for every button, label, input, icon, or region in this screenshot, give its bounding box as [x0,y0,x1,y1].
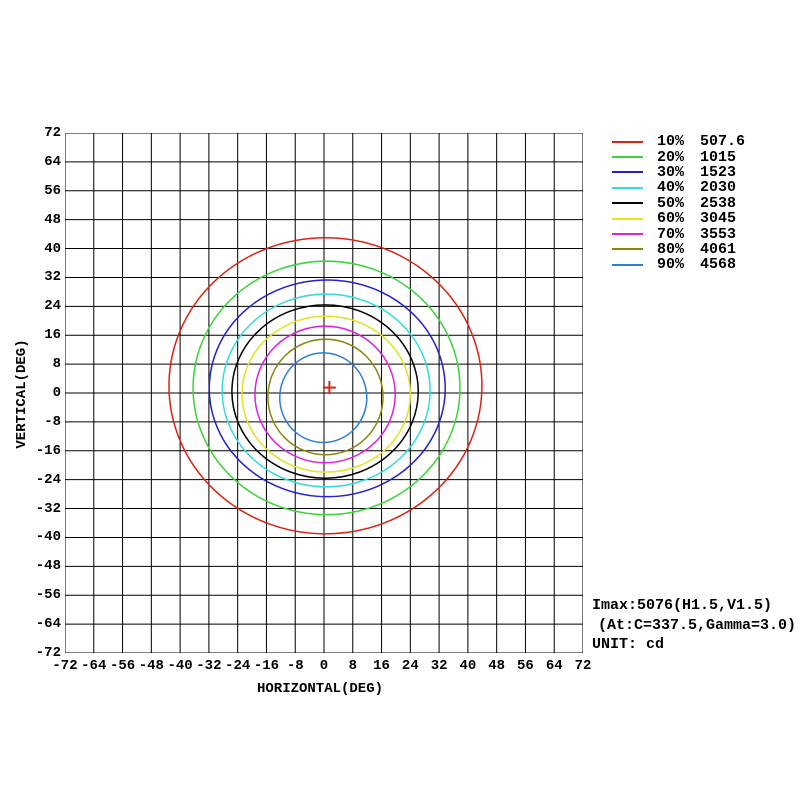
legend-item-60%: 60% 3045 [612,210,745,228]
legend-value-label: 1523 [700,163,737,181]
x-tick-label: -40 [167,658,193,674]
center-marker [322,381,336,395]
legend-percent-label: 80% [657,240,685,258]
legend-value-label: 3045 [700,210,737,228]
legend-item-90%: 90% 4568 [612,256,745,274]
legend-percent-label: 40% [657,179,685,197]
y-tick-label: -32 [35,500,61,517]
x-tick-label: 72 [574,658,592,674]
y-tick-label: -64 [35,616,61,633]
x-tick-label: 16 [373,658,390,674]
legend-value-label: 2030 [700,179,737,197]
x-tick-label: -64 [81,658,107,674]
x-tick-label: 24 [401,658,419,674]
x-tick-label: 40 [459,658,477,674]
legend-item-80%: 80% 4061 [612,240,745,258]
y-tick-label: 64 [44,153,61,170]
x-tick-label: 32 [430,658,448,674]
legend-swatch [612,263,643,266]
legend-item-10%: 10% 507.6 [612,133,746,151]
y-tick-label: -40 [35,529,61,546]
legend-percent-label: 60% [657,210,685,228]
legend-swatch [612,217,643,220]
y-tick-label: -24 [35,471,61,488]
x-tick-label: -56 [109,658,136,674]
x-tick-label: -8 [286,658,304,674]
contour-80% [267,338,384,456]
y-tick-label: -56 [35,587,61,604]
contour-30% [208,279,446,498]
contour-20% [192,260,461,516]
y-tick-label: 40 [44,240,61,257]
legend-item-30%: 30% 1523 [612,163,745,181]
legend-percent-label: 90% [657,256,685,274]
y-tick-label: 16 [44,327,61,344]
legend-item-70%: 70% 3553 [612,225,745,243]
contour-70% [254,325,396,464]
grid-lines [65,133,583,653]
contour-50% [231,304,420,479]
y-tick-label: 48 [44,211,61,228]
x-tick-label: -24 [225,658,251,674]
contour-40% [221,293,431,488]
y-tick-label: 0 [52,385,61,401]
legend: 10% 507.6 20% 1015 30% 1523 40% 2030 50% 2538 60% 3… [612,133,746,274]
x-tick-label: 8 [348,658,357,674]
legend-percent-label: 20% [657,148,685,166]
legend-item-20%: 20% 1015 [612,148,745,166]
x-tick-label: -72 [52,658,78,674]
y-tick-label: 32 [44,269,61,286]
unit-text: UNIT: cd [592,636,665,653]
legend-item-40%: 40% 2030 [612,179,745,197]
y-tick-label: 24 [44,298,61,315]
x-tick-label: -16 [253,658,280,674]
legend-swatch [612,202,643,205]
y-tick-label: 56 [44,182,61,199]
y-tick-label: 72 [44,125,61,141]
legend-swatch [612,140,643,143]
contour-90% [278,352,368,444]
x-tick-label: 0 [319,658,329,674]
legend-value-label: 3553 [700,225,737,243]
x-tick-label: -32 [196,658,222,674]
x-tick-label: 64 [545,658,563,674]
imax-text: Imax:5076(H1.5,V1.5) [592,597,773,614]
y-tick-label: -8 [44,413,61,430]
x-tick-label: -48 [138,658,164,674]
legend-swatch [612,171,643,174]
legend-swatch [612,156,643,159]
legend-value-label: 507.6 [700,133,746,151]
legend-value-label: 2538 [700,194,737,212]
x-tick-label: 48 [488,658,506,674]
contour-60% [241,315,412,473]
legend-item-50%: 50% 2538 [612,194,745,212]
y-axis-title: VERTICAL(DEG) [14,339,30,449]
legend-percent-label: 50% [657,194,685,212]
at-text: (At:C=337.5,Gamma=3.0) [598,616,797,634]
legend-percent-label: 30% [657,163,685,181]
photometric-info: Imax:5076(H1.5,V1.5) (At:C=337.5,Gamma=3… [592,596,796,655]
x-axis-title: HORIZONTAL(DEG) [256,681,384,697]
legend-percent-label: 70% [657,225,685,243]
legend-swatch [612,233,643,236]
plot-area [65,133,583,653]
legend-percent-label: 10% [657,133,685,151]
y-tick-label: -48 [35,558,61,575]
x-tick-label: 56 [517,658,534,674]
contour-curves [168,236,483,535]
y-tick-label: -72 [35,645,61,661]
y-tick-label: 8 [52,356,61,373]
legend-value-label: 1015 [700,148,737,166]
legend-swatch [612,248,643,251]
contour-10% [168,236,483,535]
legend-value-label: 4568 [700,256,737,274]
y-tick-label: -16 [35,442,61,459]
legend-value-label: 4061 [700,240,737,258]
legend-swatch [612,186,643,189]
